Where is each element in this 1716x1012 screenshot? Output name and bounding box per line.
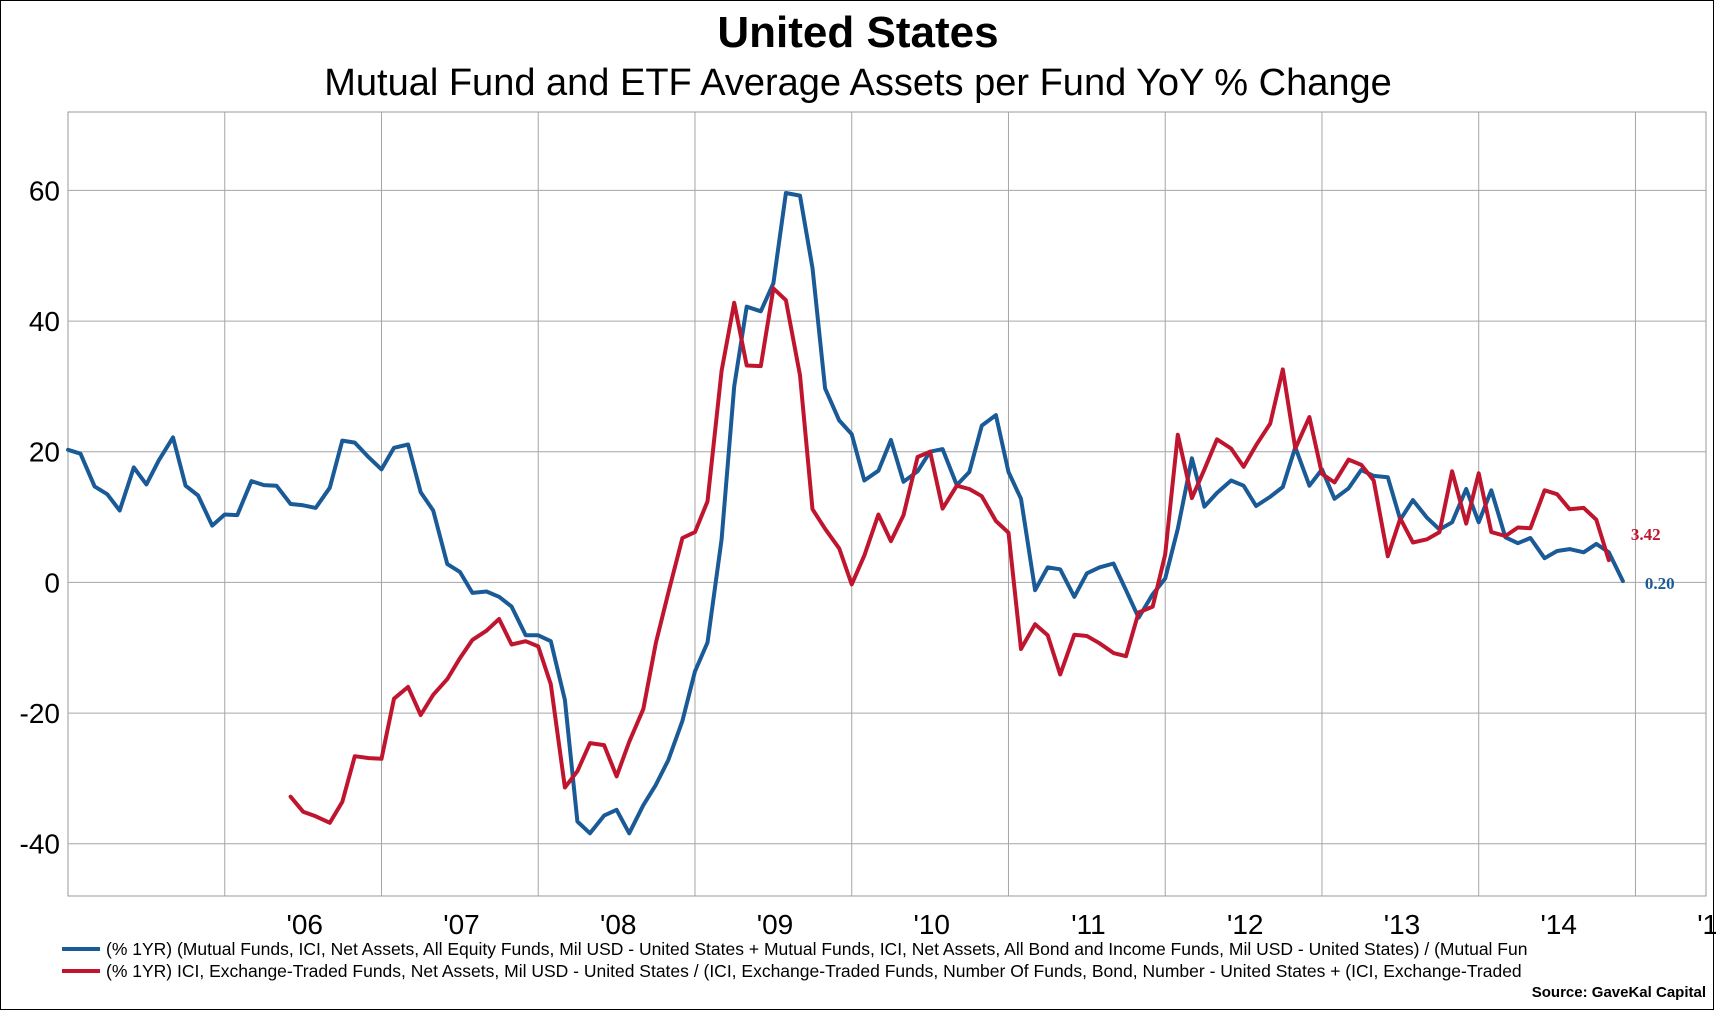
legend-item-red: (% 1YR) ICI, Exchange-Traded Funds, Net … xyxy=(62,960,1710,982)
legend-item-blue: (% 1YR) (Mutual Funds, ICI, Net Assets, … xyxy=(62,938,1710,960)
legend: (% 1YR) (Mutual Funds, ICI, Net Assets, … xyxy=(62,938,1710,982)
legend-label-red: (% 1YR) ICI, Exchange-Traded Funds, Net … xyxy=(106,961,1522,981)
x-tick-label: '07 xyxy=(443,909,480,940)
legend-swatch-red xyxy=(62,969,100,973)
x-tick-label: '08 xyxy=(600,909,637,940)
y-tick-label: 40 xyxy=(29,306,60,337)
legend-label-blue: (% 1YR) (Mutual Funds, ICI, Net Assets, … xyxy=(106,939,1528,959)
y-tick-label: 20 xyxy=(29,437,60,468)
x-tick-label: '12 xyxy=(1227,909,1264,940)
x-tick-label: '10 xyxy=(913,909,950,940)
plot-area-border xyxy=(67,111,1707,897)
x-tick-label: '06 xyxy=(286,909,323,940)
end-value-label-mutual-funds: 0.20 xyxy=(1645,574,1675,593)
x-tick-label: '15 xyxy=(1697,909,1716,940)
legend-swatch-blue xyxy=(62,947,100,951)
chart-title: United States xyxy=(717,8,999,57)
y-tick-label: -20 xyxy=(20,698,60,729)
series-line-etf xyxy=(288,286,1611,825)
axis-layer: 60 40 20 0 -20 -40 '06 '07 '08 '09 '10 '11 '12 '13 '14… xyxy=(20,175,1716,940)
y-tick-label: -40 xyxy=(20,829,60,860)
end-value-label-etf: 3.42 xyxy=(1631,525,1661,544)
chart-subtitle: Mutual Fund and ETF Average Assets per F… xyxy=(324,62,1392,104)
x-tick-label: '13 xyxy=(1384,909,1421,940)
x-tick-label: '14 xyxy=(1540,909,1577,940)
y-tick-label: 60 xyxy=(29,175,60,206)
series-layer xyxy=(66,191,1625,836)
x-tick-label: '11 xyxy=(1071,909,1105,940)
series-line-mutual-funds xyxy=(66,191,1625,836)
label-layer: 0.20 3.42 xyxy=(1631,525,1675,593)
y-tick-label: 0 xyxy=(44,567,60,598)
x-tick-label: '09 xyxy=(757,909,794,940)
source-note: Source: GaveKal Capital xyxy=(1531,984,1706,1001)
